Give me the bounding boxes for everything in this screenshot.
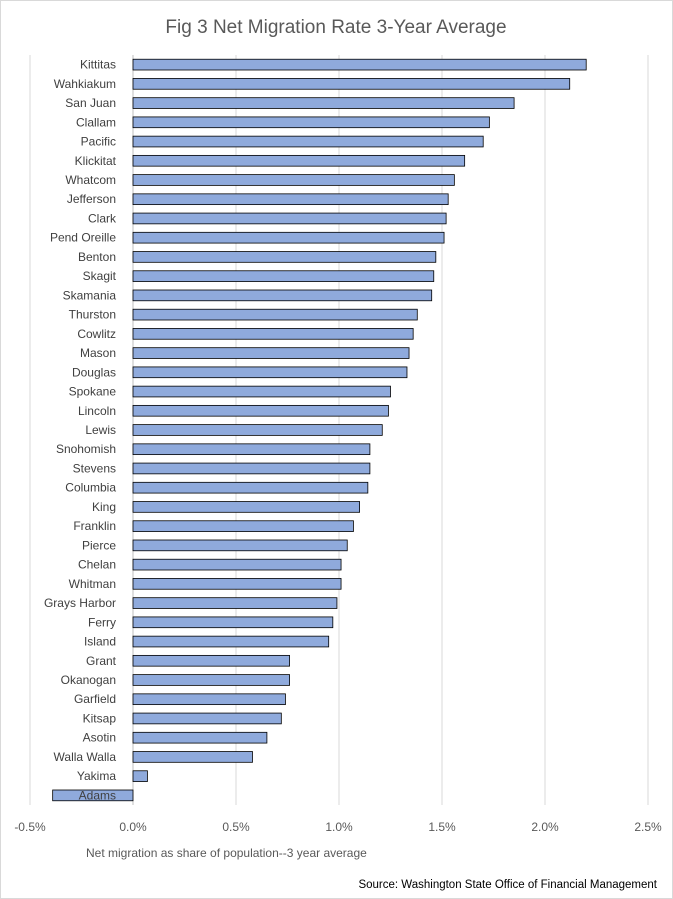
category-label: Chelan xyxy=(78,558,116,572)
bar xyxy=(132,404,389,417)
category-label: King xyxy=(92,500,116,514)
bar xyxy=(132,347,410,359)
category-label: Kitsap xyxy=(83,711,117,725)
bar xyxy=(132,654,290,667)
category-label: Grays Harbor xyxy=(44,596,116,610)
category-label: Okanogan xyxy=(61,673,116,687)
category-label: Asotin xyxy=(83,731,116,745)
category-label: Whatcom xyxy=(65,173,116,187)
bar xyxy=(132,251,437,263)
bar xyxy=(132,328,414,340)
x-tick-label: 0.5% xyxy=(222,820,250,834)
bar xyxy=(132,270,435,282)
category-label: Skamania xyxy=(63,288,117,302)
bar xyxy=(132,693,286,706)
category-label: Wahkiakum xyxy=(54,77,116,91)
x-tick-labels: -0.5% 0.0% 0.5% 1.0% 1.5% 2.0% 2.5% xyxy=(14,820,662,834)
bar xyxy=(132,462,371,475)
category-label: Clallam xyxy=(76,115,116,129)
bar xyxy=(132,520,354,532)
bar xyxy=(132,616,334,629)
x-tick-label: -0.5% xyxy=(14,820,46,834)
bar xyxy=(132,674,290,686)
x-tick-label: 2.5% xyxy=(634,820,662,834)
x-tick-label: 1.0% xyxy=(325,820,353,834)
category-label: Pacific xyxy=(81,135,116,149)
category-label: Klickitat xyxy=(75,154,117,168)
category-label: San Juan xyxy=(65,96,116,110)
category-label: Snohomish xyxy=(56,442,116,456)
category-label: Stevens xyxy=(73,461,116,475)
bar xyxy=(132,289,433,302)
bar xyxy=(132,231,445,244)
category-label: Walla Walla xyxy=(54,750,117,764)
category-label: Grant xyxy=(86,654,117,668)
source-note: Source: Washington State Office of Finan… xyxy=(358,879,657,891)
x-tick-label: 0.0% xyxy=(119,820,147,834)
bar xyxy=(132,635,330,648)
x-tick-label: 2.0% xyxy=(531,820,559,834)
bar xyxy=(132,578,342,590)
bar xyxy=(132,116,490,129)
category-labels: Kittitas Wahkiakum San Juan Clallam Pacific K… xyxy=(44,58,117,803)
bar xyxy=(132,539,348,552)
category-label: Clark xyxy=(88,211,117,225)
bar xyxy=(52,789,134,802)
x-tick-label: 1.5% xyxy=(428,820,456,834)
bar xyxy=(132,481,369,494)
bar xyxy=(132,751,253,763)
bar xyxy=(132,366,408,379)
bar xyxy=(132,78,571,90)
bar xyxy=(132,193,449,206)
bars xyxy=(52,58,587,802)
category-label: Skagit xyxy=(83,269,117,283)
category-label: Jefferson xyxy=(67,192,116,206)
bar xyxy=(132,154,466,167)
bar xyxy=(132,385,391,398)
category-label: Franklin xyxy=(73,519,116,533)
category-label: Lincoln xyxy=(78,404,116,418)
category-label: Kittitas xyxy=(80,58,116,72)
category-label: Adams xyxy=(79,788,116,802)
category-label: Pierce xyxy=(82,538,116,552)
category-label: Douglas xyxy=(72,365,116,379)
category-label: Whitman xyxy=(69,577,116,591)
bar xyxy=(132,212,447,225)
bar xyxy=(132,135,484,148)
category-label: Ferry xyxy=(88,615,116,629)
bar xyxy=(132,58,587,71)
category-label: Garfield xyxy=(74,692,116,706)
category-label: Benton xyxy=(78,250,116,264)
category-label: Island xyxy=(84,635,116,649)
category-label: Cowlitz xyxy=(77,327,116,341)
bar xyxy=(132,770,148,782)
category-label: Thurston xyxy=(69,308,116,322)
x-axis-title: Net migration as share of population--3 … xyxy=(86,846,367,860)
bar xyxy=(132,558,342,571)
bar xyxy=(132,174,455,186)
bar xyxy=(132,712,282,725)
bar xyxy=(132,424,383,436)
category-label: Yakima xyxy=(77,769,116,783)
chart-title: Fig 3 Net Migration Rate 3-Year Average xyxy=(165,17,506,38)
category-label: Spokane xyxy=(69,385,117,399)
bar xyxy=(132,501,361,513)
category-label: Columbia xyxy=(65,481,116,495)
bar xyxy=(132,443,371,456)
category-label: Mason xyxy=(80,346,116,360)
category-label: Lewis xyxy=(85,423,116,437)
bar xyxy=(132,97,515,109)
bar xyxy=(132,731,268,744)
bar xyxy=(132,308,418,321)
category-label: Pend Oreille xyxy=(50,231,116,245)
bar xyxy=(132,597,338,609)
